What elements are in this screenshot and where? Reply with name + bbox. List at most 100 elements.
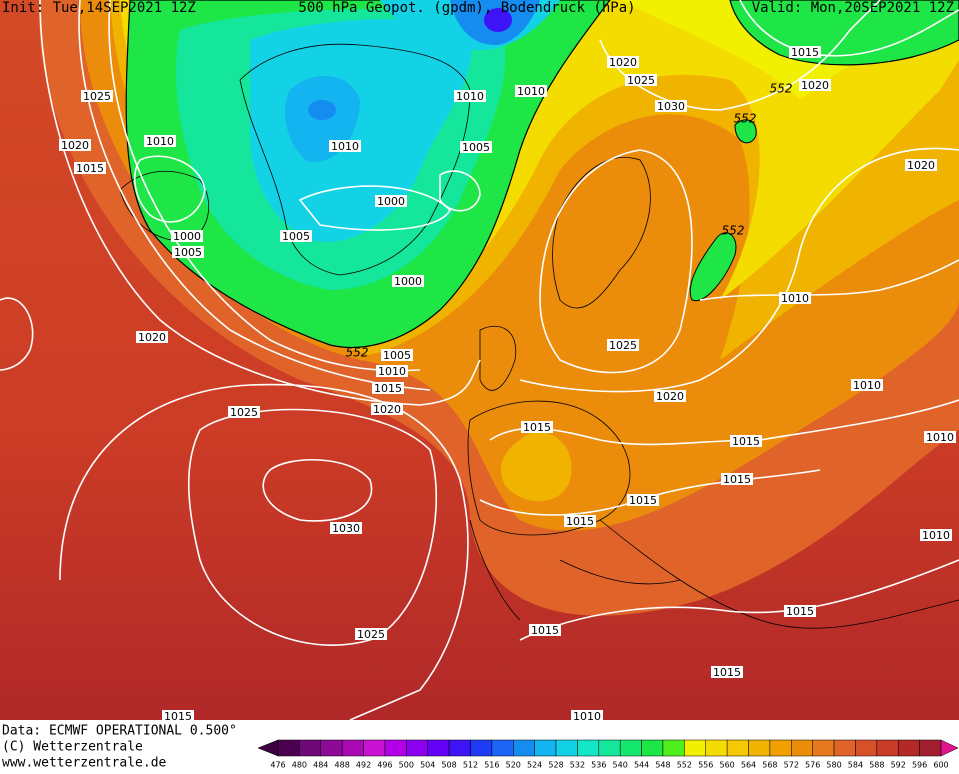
field-blue [308,100,336,120]
colorbar-swatch [833,739,856,757]
colorbar-tick-label: 572 [784,761,799,770]
isobar-label-box [74,162,106,174]
isobar-label-box [711,666,743,678]
colorbar-swatch [876,739,899,757]
isobar-label: 1010 [926,431,954,444]
isobar-label: 1020 [138,331,166,344]
isobar-label-box [607,56,639,68]
colorbar-tick-label: 476 [270,761,285,770]
isobar-label-box [280,230,312,242]
colorbar-tick-label: 576 [805,761,820,770]
colorbar-tick-label: 544 [634,761,649,770]
colorbar-swatch [299,739,322,757]
colorbar-tick-label: 528 [548,761,563,770]
isobar-label: 1010 [853,379,881,392]
colorbar-tick-label: 488 [335,761,350,770]
colorbar-swatch [513,739,535,757]
isobar-label-box [376,365,408,377]
isobar-label-box [372,382,404,394]
isobar-label: 1025 [609,339,637,352]
isobar-label: 1020 [656,390,684,403]
isobar-label-box [144,135,176,147]
field-deep-blue [484,8,512,32]
isobar-label: 1000 [377,195,405,208]
footer-data: Data: ECMWF OPERATIONAL 0.500° [2,724,237,739]
isobar-label-box [228,406,260,418]
colorbar-tick-label: 588 [869,761,884,770]
isobar-label-box [924,431,956,443]
isobar-label-box [521,421,553,433]
colorbar-swatch [619,739,642,757]
colorbar-tick-label: 504 [420,761,435,770]
isobar-label: 1005 [282,230,310,243]
isobar-label-box [460,141,492,153]
isobar-label-box [625,74,657,86]
isobar-label-box [654,390,686,402]
isobar-label: 1010 [922,529,950,542]
isobar-label: 1025 [230,406,258,419]
isobar [519,147,959,393]
colorbar-swatch [855,739,878,757]
isobar-label: 1025 [357,628,385,641]
colorbar-swatch [320,739,343,757]
isobar-label: 1005 [383,349,411,362]
colorbar-swatch [363,739,386,757]
isobar-label: 1015 [786,605,814,618]
colorbar: 476 480 484 488 492 496 500 504 508 512 516 520 524 5… [257,739,959,770]
colorbar-tick-label: 552 [677,761,692,770]
colorbar-swatch [470,739,493,757]
colorbar-tick-label: 584 [848,761,863,770]
isobar-label-box [162,710,194,722]
map-title: 500 hPa Geopot. (gpdm), Bodendruck (hPa) [298,0,635,16]
colorbar-tick-label: 508 [441,761,456,770]
isobar-label-box [381,349,413,361]
colorbar-swatch [384,739,407,757]
isobar-label: 1015 [732,435,760,448]
isobar-label-box [721,473,753,485]
isobar-label: 1010 [517,85,545,98]
isobar-label: 1015 [523,421,551,434]
field-amber-low [500,432,572,502]
colorbar-tick-label: 484 [313,761,328,770]
valid-text: Valid: Mon,20SEP2021 12Z [752,0,954,16]
coast [467,325,631,536]
isobar-label-box [905,159,937,171]
isobar-label-box [329,140,361,152]
coast [469,519,959,629]
isobar [699,259,959,301]
isobar-label: 1015 [629,494,657,507]
colorbar-tick-label: 496 [377,761,392,770]
colorbar-swatch [427,739,450,757]
coastlines [119,43,959,629]
isobar-label: 1015 [531,624,559,637]
field-green-small [734,119,757,144]
isobar [0,297,34,371]
isobar-label-box [392,275,424,287]
colorbar-tick-label: 516 [484,761,499,770]
isobar-label-box [851,379,883,391]
colorbar-swatch [684,739,706,757]
isobar-label: 1020 [373,403,401,416]
isobar-label-box [330,522,362,534]
colorbar-tick-label: 568 [762,761,777,770]
colorbar-tick-label: 512 [463,761,478,770]
isobar-label: 1015 [76,162,104,175]
colorbar-tick-label: 556 [698,761,713,770]
colorbar-tick-label: 532 [570,761,585,770]
colorbar-tick-label: 548 [655,761,670,770]
field-cyan [250,19,472,242]
isobar-label: 1010 [378,365,406,378]
isobar-label-box [454,90,486,102]
colorbar-swatch [748,739,771,757]
isobar-label: 1015 [723,473,751,486]
map-area: Init: Tue,14SEP2021 12Z 500 hPa Geopot. … [0,0,959,720]
isobar-label: 1000 [173,230,201,243]
isobar-label-box [59,139,91,151]
colorbar-arrow [257,739,279,757]
isobar-label-box [920,529,952,541]
height-label: 552 [734,112,757,126]
colorbar-tick-label: 600 [933,761,948,770]
isobar-label: 1010 [456,90,484,103]
colorbar-swatch [705,739,728,757]
isobar-label: 1010 [331,140,359,153]
